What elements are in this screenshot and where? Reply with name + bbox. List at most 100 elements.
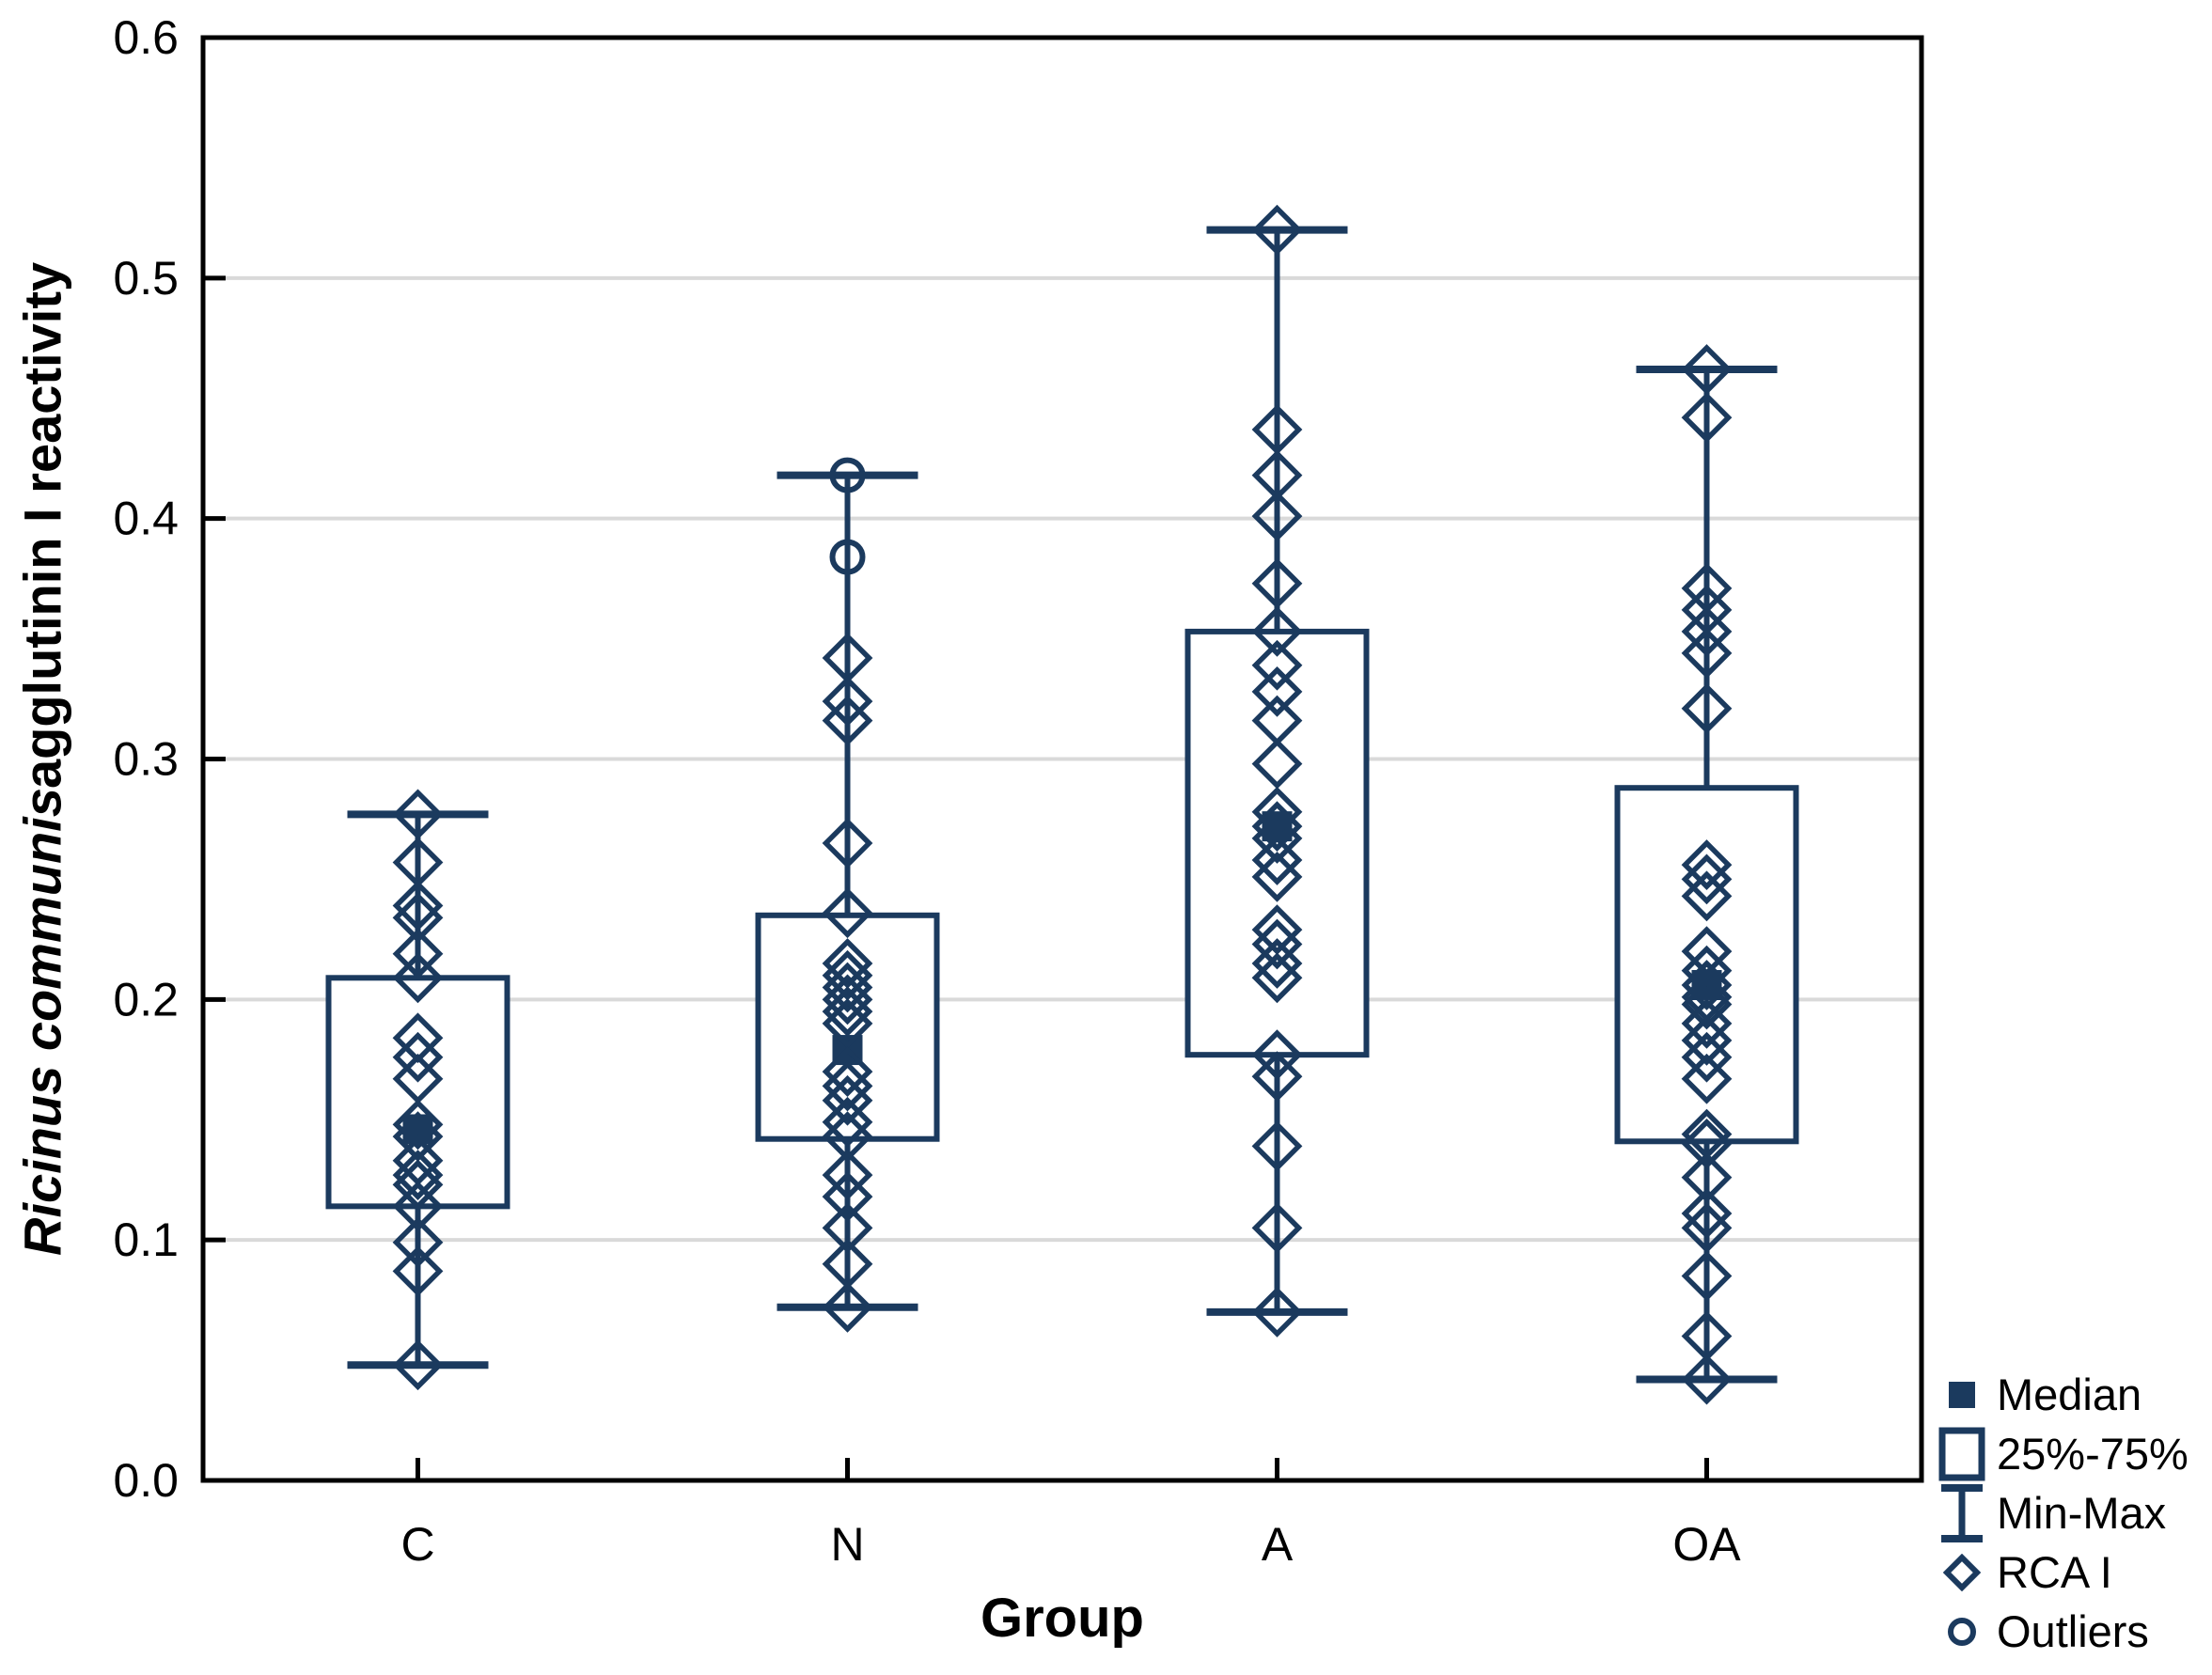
data-point-diamond: [822, 998, 873, 1049]
data-point-diamond: [392, 1099, 444, 1151]
x-category-label: A: [1262, 1518, 1294, 1571]
data-point-diamond: [1681, 853, 1733, 905]
data-point-diamond: [822, 887, 873, 939]
data-point-diamond: [392, 952, 444, 1004]
legend-label-box: 25%-75%: [1997, 1429, 2188, 1479]
data-point-diamond: [1251, 665, 1303, 717]
data-point-diamond: [1251, 1202, 1303, 1254]
x-category-label: C: [400, 1518, 434, 1571]
data-point-diamond: [392, 1216, 444, 1268]
y-axis-title-italic: Ricinus communis: [12, 788, 72, 1257]
data-point-diamond: [1681, 945, 1733, 996]
data-point-diamond: [822, 1150, 873, 1200]
data-point-diamond: [822, 1111, 873, 1163]
y-tick-label: 0.5: [113, 252, 179, 305]
data-point-diamond: [1681, 1188, 1733, 1239]
data-point-diamond: [1251, 639, 1303, 691]
data-point-diamond: [392, 1031, 444, 1083]
data-point-diamond: [822, 1281, 873, 1333]
data-point-diamond: [1251, 904, 1303, 956]
legend-label-median: Median: [1997, 1370, 2142, 1419]
outlier-circle-icon: [1927, 1616, 1997, 1648]
legend-item-minmax: Min-Max: [1927, 1483, 2188, 1542]
outlier-point-circle: [829, 457, 866, 493]
data-point-diamond: [1251, 835, 1303, 885]
data-point-diamond: [1251, 851, 1303, 902]
data-point-diamond: [822, 1046, 873, 1097]
legend-item-median: Median: [1927, 1365, 2188, 1424]
data-point-diamond: [822, 1074, 873, 1126]
iqr-box: [325, 975, 510, 1210]
data-point-diamond: [822, 1202, 873, 1254]
data-point-diamond: [1681, 960, 1733, 1010]
data-point-diamond: [1681, 839, 1733, 890]
data-point-diamond: [1681, 870, 1733, 922]
y-axis-title: Ricinus communis agglutinin I reactivity: [6, 38, 79, 1480]
data-point-diamond: [1681, 682, 1733, 734]
outlier-point-circle: [829, 539, 866, 575]
data-point-diamond: [392, 928, 444, 979]
data-point-diamond: [1251, 1120, 1303, 1172]
data-point-diamond: [822, 962, 873, 1013]
data-point-diamond: [822, 1171, 873, 1223]
data-point-diamond: [1251, 1051, 1303, 1103]
data-point-diamond: [1681, 1053, 1733, 1104]
data-point-diamond: [822, 974, 873, 1025]
data-point-diamond: [392, 892, 444, 944]
data-point-diamond: [1251, 813, 1303, 864]
data-point-diamond: [392, 789, 444, 840]
data-point-diamond: [1251, 606, 1303, 657]
data-point-diamond: [822, 949, 873, 1001]
y-tick-label: 0.6: [113, 11, 179, 64]
data-point-diamond: [1251, 1029, 1303, 1081]
data-point-diamond: [1251, 952, 1303, 1004]
data-point-diamond: [1251, 557, 1303, 609]
data-point-diamond: [1681, 978, 1733, 1030]
data-point-diamond: [1251, 204, 1303, 256]
y-tick-label: 0.0: [113, 1454, 179, 1507]
data-point-diamond: [1681, 1118, 1733, 1169]
data-point-diamond: [392, 880, 444, 931]
y-tick-label: 0.4: [113, 493, 179, 545]
legend-label-minmax: Min-Max: [1997, 1488, 2167, 1538]
data-point-diamond: [1681, 998, 1733, 1049]
legend-label-rca: RCA I: [1997, 1547, 2112, 1597]
data-point-diamond: [1251, 738, 1303, 790]
data-point-diamond: [392, 1159, 444, 1211]
data-point-diamond: [822, 818, 873, 869]
legend-item-rca: RCA I: [1927, 1542, 2188, 1602]
min-max-whisker-icon: [1927, 1483, 1997, 1543]
data-point-diamond: [1681, 344, 1733, 395]
legend: Median 25%-75% Min-Max RCA I: [1927, 1365, 2188, 1661]
data-point-diamond: [1681, 628, 1733, 679]
box-25-75-icon: [1927, 1427, 1997, 1481]
y-tick-label: 0.3: [113, 733, 179, 786]
data-point-diamond: [1251, 801, 1303, 853]
legend-label-outliers: Outliers: [1997, 1606, 2149, 1656]
y-tick-label: 0.2: [113, 973, 179, 1025]
data-point-diamond: [822, 695, 873, 746]
y-tick-label: 0.1: [113, 1213, 179, 1266]
data-point-diamond: [392, 1245, 444, 1297]
data-point-diamond: [1681, 1014, 1733, 1066]
data-point-diamond: [1681, 1031, 1733, 1083]
x-category-label: OA: [1672, 1518, 1741, 1571]
data-point-diamond: [392, 1150, 444, 1200]
data-point-diamond: [1251, 938, 1303, 989]
data-point-diamond: [1681, 392, 1733, 444]
y-axis-title-rest: agglutinin I reactivity: [12, 261, 72, 789]
data-point-diamond: [1681, 1250, 1733, 1302]
data-point-diamond: [1251, 918, 1303, 970]
data-point-diamond: [1251, 1287, 1303, 1338]
data-point-diamond: [822, 938, 873, 989]
legend-item-outliers: Outliers: [1927, 1602, 2188, 1661]
x-axis-title: Group: [980, 1588, 1144, 1649]
data-point-diamond: [822, 676, 873, 727]
data-point-diamond: [1251, 491, 1303, 541]
data-point-diamond: [822, 1060, 873, 1112]
data-point-diamond: [1681, 606, 1733, 657]
legend-item-box: 25%-75%: [1927, 1424, 2188, 1483]
median-square-icon: [1927, 1379, 1997, 1411]
